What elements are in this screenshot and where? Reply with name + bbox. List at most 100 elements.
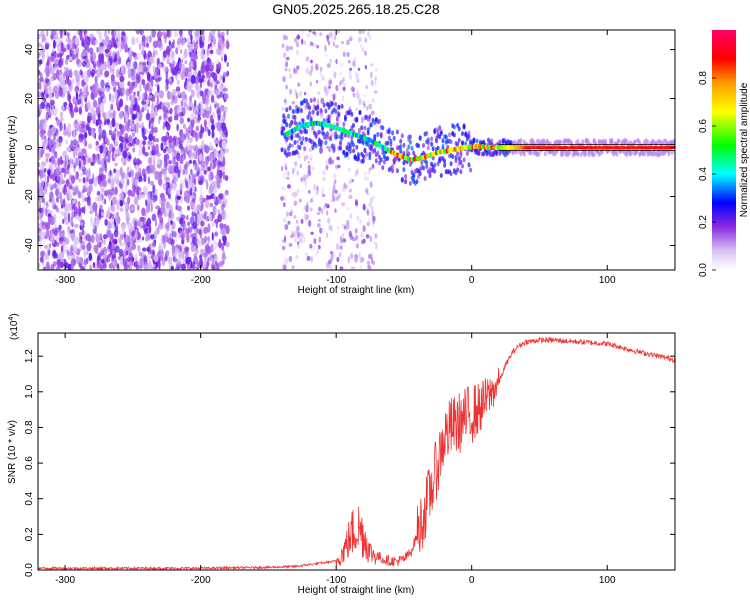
heatmap-cell <box>98 31 103 41</box>
heatmap-cell <box>99 66 103 73</box>
heatmap-cell <box>379 157 383 163</box>
heatmap-cell <box>122 150 128 159</box>
heatmap-cell <box>48 91 52 101</box>
heatmap-cell <box>148 35 152 43</box>
heatmap-cell <box>90 216 93 226</box>
heatmap-cell <box>179 155 184 165</box>
heatmap-cell <box>430 141 434 147</box>
heatmap-cell <box>218 36 223 46</box>
heatmap-cell <box>179 30 183 36</box>
heatmap-cell <box>457 126 461 132</box>
heatmap-cell <box>370 257 374 264</box>
heatmap-cell <box>127 222 133 232</box>
heatmap-cell <box>60 34 63 39</box>
heatmap-cell <box>51 30 56 36</box>
heatmap-cell <box>372 195 376 200</box>
heatmap-cell <box>50 109 54 116</box>
heatmap-cell <box>343 114 347 120</box>
heatmap-cell <box>337 104 341 110</box>
heatmap-cell <box>143 65 148 72</box>
heatmap-cell <box>58 224 62 230</box>
heatmap-cell <box>368 34 372 41</box>
heatmap-cell <box>357 67 361 72</box>
heatmap-cell <box>38 162 41 168</box>
heatmap-cell <box>210 95 215 103</box>
heatmap-cell <box>96 154 99 165</box>
heatmap-cell <box>219 74 222 83</box>
y-tick-label: 0.6 <box>24 456 35 470</box>
heatmap-cell <box>461 163 464 169</box>
heatmap-cell <box>186 131 190 140</box>
heatmap-cell <box>186 205 191 211</box>
heatmap-cell <box>187 221 191 227</box>
heatmap-cell <box>98 214 102 220</box>
heatmap-cell <box>81 92 87 100</box>
heatmap-cell <box>109 56 114 64</box>
heatmap-cell <box>183 101 188 108</box>
heatmap-cell <box>153 254 159 262</box>
heatmap-cell <box>114 239 118 245</box>
heatmap-cell <box>325 34 329 39</box>
heatmap-cell <box>317 223 321 228</box>
heatmap-cell <box>308 112 312 117</box>
heatmap-cell <box>184 67 189 78</box>
heatmap-cell <box>319 146 323 154</box>
heatmap-cell <box>376 150 380 156</box>
heatmap-cell <box>304 129 308 135</box>
heatmap-cell <box>370 80 374 86</box>
heatmap-cell <box>124 105 129 112</box>
heatmap-cell <box>171 50 174 58</box>
heatmap-cell <box>310 231 314 235</box>
heatmap-cell <box>216 102 220 111</box>
heatmap-cell <box>41 34 47 42</box>
heatmap-cell <box>309 198 313 203</box>
heatmap-cell <box>341 41 344 45</box>
heatmap-cell <box>45 83 49 92</box>
heatmap-cell <box>105 87 110 93</box>
heatmap-cell <box>207 91 211 96</box>
heatmap-cell <box>96 46 99 53</box>
heatmap-cell <box>138 83 142 93</box>
heatmap-cell <box>426 137 430 143</box>
y-tick-label: 0.8 <box>24 420 35 434</box>
heatmap-cell <box>199 103 204 111</box>
heatmap-cell <box>300 108 303 114</box>
heatmap-cell <box>192 145 196 152</box>
heatmap-cell <box>221 242 224 252</box>
heatmap-cell <box>363 171 367 176</box>
heatmap-cell <box>114 43 118 49</box>
heatmap-cell <box>294 230 298 236</box>
heatmap-cell <box>306 91 310 97</box>
heatmap-cell <box>176 123 179 132</box>
heatmap-cell <box>391 130 395 136</box>
heatmap-cell <box>211 232 214 241</box>
heatmap-cell <box>164 37 167 44</box>
heatmap-cell <box>42 197 45 203</box>
heatmap-cell <box>174 105 179 114</box>
heatmap-cell <box>467 162 471 168</box>
heatmap-cell <box>138 251 143 257</box>
heatmap-cell <box>168 40 171 46</box>
heatmap-cell <box>98 233 101 240</box>
heatmap-cell <box>123 261 128 270</box>
heatmap-cell <box>59 155 63 166</box>
heatmap-cell <box>127 245 133 254</box>
heatmap-cell <box>410 145 414 151</box>
heatmap-cell <box>51 145 56 154</box>
heatmap-cell <box>391 168 395 174</box>
heatmap-cell <box>182 233 186 238</box>
heatmap-cell <box>387 129 391 135</box>
heatmap-cell <box>349 35 353 40</box>
heatmap-cell <box>633 139 637 145</box>
heatmap-cell <box>107 59 111 70</box>
heatmap-cell <box>79 173 83 177</box>
heatmap-cell <box>116 50 120 60</box>
heatmap-cell <box>318 244 321 250</box>
heatmap-cell <box>53 213 57 223</box>
heatmap-cell <box>222 213 228 220</box>
heatmap-cell <box>170 64 175 72</box>
heatmap-cell <box>120 242 126 247</box>
heatmap-cell <box>206 47 210 56</box>
heatmap-cell <box>283 194 287 201</box>
heatmap-cell <box>119 207 124 212</box>
